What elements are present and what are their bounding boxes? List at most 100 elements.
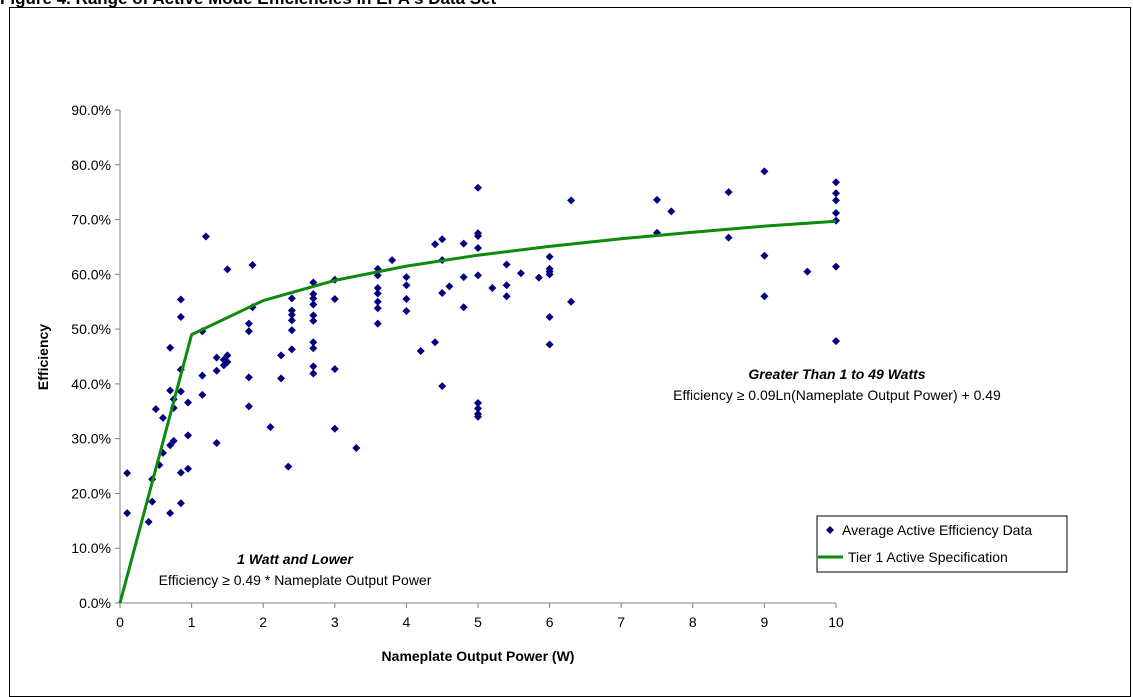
data-point: [287, 345, 296, 354]
data-point: [502, 260, 511, 269]
data-point: [166, 386, 175, 395]
data-point: [545, 252, 554, 261]
data-point: [309, 344, 318, 353]
data-point: [373, 319, 382, 328]
data-point: [284, 462, 293, 471]
data-point: [176, 295, 185, 304]
data-point: [244, 327, 253, 336]
data-point: [248, 261, 257, 270]
data-point: [373, 304, 382, 313]
data-point: [431, 338, 440, 347]
data-point: [402, 281, 411, 290]
y-tick-label: 40.0%: [71, 376, 111, 392]
data-point: [176, 313, 185, 322]
data-point: [402, 307, 411, 316]
y-axis-label: Efficiency: [35, 324, 51, 390]
data-point: [166, 343, 175, 352]
data-point: [474, 404, 482, 413]
data-point: [803, 267, 812, 276]
data-point: [244, 373, 253, 382]
x-tick-label: 1: [188, 614, 196, 630]
data-point: [534, 273, 543, 282]
data-point: [184, 398, 193, 407]
legend-item-scatter: Average Active Efficiency Data: [842, 522, 1032, 538]
data-point: [287, 306, 296, 315]
data-point: [760, 292, 769, 301]
data-point: [309, 369, 318, 378]
data-point: [330, 365, 339, 374]
data-point: [176, 499, 185, 508]
x-tick-label: 10: [828, 614, 844, 630]
data-point: [402, 273, 411, 282]
data-point: [176, 468, 185, 477]
annotation-high-formula: Efficiency ≥ 0.09Ln(Nameplate Output Pow…: [673, 387, 1001, 403]
data-point: [309, 294, 318, 303]
data-point: [277, 374, 286, 383]
data-point: [438, 288, 447, 297]
data-point: [459, 239, 468, 248]
data-point: [287, 326, 296, 335]
data-point: [287, 316, 296, 325]
data-point: [166, 509, 175, 518]
y-tick-label: 70.0%: [71, 212, 111, 228]
data-point: [516, 269, 525, 278]
data-point: [545, 264, 554, 273]
data-point: [832, 189, 840, 198]
annotation-high-title: Greater Than 1 to 49 Watts: [748, 366, 925, 382]
data-point: [287, 294, 296, 303]
data-point: [545, 340, 554, 349]
data-point: [724, 188, 733, 197]
x-tick-label: 3: [331, 614, 339, 630]
legend-item-line: Tier 1 Active Specification: [848, 549, 1008, 565]
data-point: [667, 207, 676, 216]
data-point: [309, 311, 318, 320]
data-point: [184, 431, 193, 440]
data-point: [545, 313, 554, 322]
data-point: [148, 497, 157, 506]
data-point: [212, 353, 221, 362]
legend: Average Active Efficiency Data Tier 1 Ac…: [816, 515, 1068, 573]
y-tick-label: 90.0%: [71, 102, 111, 118]
data-point: [416, 347, 425, 356]
figure-title: Figure 4. Range of Active Mode Efficienc…: [0, 0, 496, 9]
data-point: [244, 319, 253, 328]
x-tick-label: 6: [546, 614, 554, 630]
data-point: [502, 281, 511, 290]
data-point: [352, 443, 361, 452]
data-point: [277, 351, 286, 360]
data-point: [474, 183, 482, 192]
data-point: [474, 244, 482, 253]
data-point: [223, 265, 232, 274]
y-tick-label: 10.0%: [71, 540, 111, 556]
y-tick-label: 0.0%: [79, 595, 111, 611]
data-point: [184, 464, 193, 473]
data-point: [309, 362, 318, 371]
data-point: [402, 294, 411, 303]
legend-box: [816, 515, 1068, 573]
data-point: [309, 316, 318, 325]
annotation-low-title: 1 Watt and Lower: [237, 551, 354, 567]
y-tick-label: 80.0%: [71, 157, 111, 173]
data-point: [760, 251, 769, 260]
data-point: [198, 371, 207, 380]
data-point: [832, 196, 840, 205]
data-point: [330, 424, 339, 433]
data-point: [212, 439, 221, 448]
data-point: [502, 292, 511, 301]
x-tick-label: 7: [617, 614, 625, 630]
data-point: [474, 399, 482, 408]
data-point: [158, 413, 167, 422]
data-point: [244, 402, 253, 411]
data-point: [567, 196, 576, 205]
data-point: [309, 300, 318, 309]
data-point: [373, 284, 382, 293]
data-point: [445, 282, 454, 291]
x-tick-label: 8: [689, 614, 697, 630]
data-point: [459, 273, 468, 282]
data-point: [474, 229, 482, 238]
data-point: [201, 232, 210, 241]
legend-marker-icon: [826, 526, 834, 534]
x-tick-label: 4: [403, 614, 411, 630]
plot-area: [118, 167, 840, 604]
x-tick-label: 2: [259, 614, 267, 630]
